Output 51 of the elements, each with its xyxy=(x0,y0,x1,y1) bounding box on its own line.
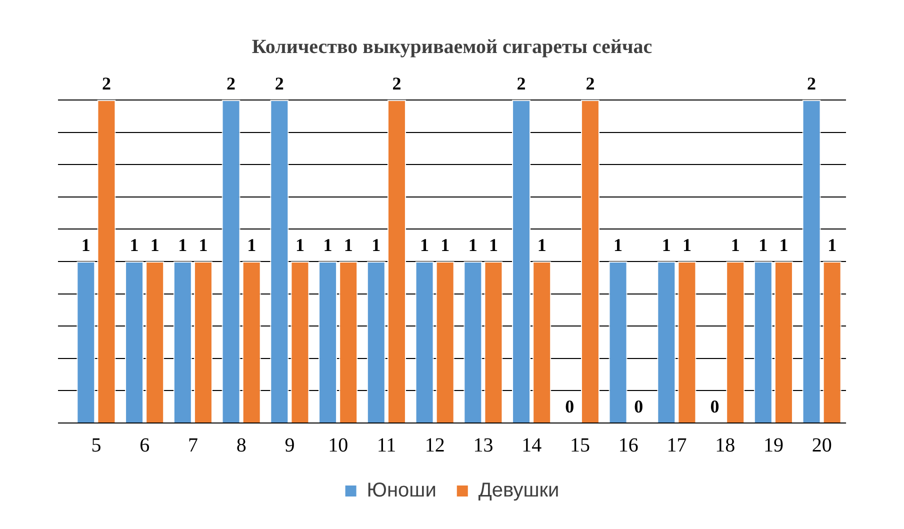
data-label: 1 xyxy=(295,235,304,256)
data-label: 1 xyxy=(468,235,478,256)
data-label: 1 xyxy=(130,235,139,256)
x-tick-label: 14 xyxy=(522,434,542,456)
x-tick-label: 19 xyxy=(763,434,784,456)
x-tick-label: 5 xyxy=(91,434,102,456)
x-tick-label: 8 xyxy=(236,434,246,456)
data-label: 2 xyxy=(807,74,816,94)
data-label: 1 xyxy=(372,235,381,256)
data-label: 1 xyxy=(730,235,740,256)
data-label: 0 xyxy=(710,396,720,417)
x-tick-label: 20 xyxy=(812,434,832,456)
data-label: 2 xyxy=(586,74,595,94)
data-label: 1 xyxy=(178,235,188,256)
data-label: 1 xyxy=(323,235,332,256)
data-label: 1 xyxy=(758,235,768,256)
data-label: 1 xyxy=(247,235,256,256)
data-label: 0 xyxy=(634,396,644,417)
x-tick-label: 10 xyxy=(328,434,348,456)
chart-title: Количество выкуриваемой сигареты сейчас xyxy=(252,36,652,58)
data-label: 1 xyxy=(344,235,353,256)
data-label: 1 xyxy=(828,235,837,256)
x-tick-label: 18 xyxy=(715,434,736,456)
data-label: 1 xyxy=(488,235,498,256)
data-label: 1 xyxy=(440,235,450,256)
x-tick-label: 12 xyxy=(424,434,445,456)
x-tick-label: 6 xyxy=(140,434,150,456)
data-label: 2 xyxy=(392,74,402,94)
legend-label: Девушки xyxy=(478,480,560,502)
x-tick-label: 9 xyxy=(284,434,295,456)
data-label: 1 xyxy=(537,235,546,256)
x-tick-label: 13 xyxy=(473,434,494,456)
data-label: 1 xyxy=(682,235,692,256)
data-label: 1 xyxy=(198,235,208,256)
x-tick-label: 17 xyxy=(666,434,687,456)
x-tick-label: 7 xyxy=(188,434,198,456)
x-tick-label: 15 xyxy=(570,434,590,456)
data-label: 2 xyxy=(274,74,284,94)
data-label: 1 xyxy=(420,235,430,256)
data-label: 1 xyxy=(81,235,90,256)
data-label: 2 xyxy=(102,74,111,94)
data-label: 1 xyxy=(662,235,671,256)
data-label: 1 xyxy=(614,235,623,256)
data-label: 1 xyxy=(779,235,788,256)
data-label: 1 xyxy=(150,235,160,256)
legend-label: Юноши xyxy=(366,480,436,502)
data-label: 0 xyxy=(565,396,574,417)
data-label: 2 xyxy=(516,74,526,94)
x-tick-label: 11 xyxy=(376,434,396,456)
x-tick-label: 16 xyxy=(618,434,638,456)
data-label: 2 xyxy=(226,74,236,94)
